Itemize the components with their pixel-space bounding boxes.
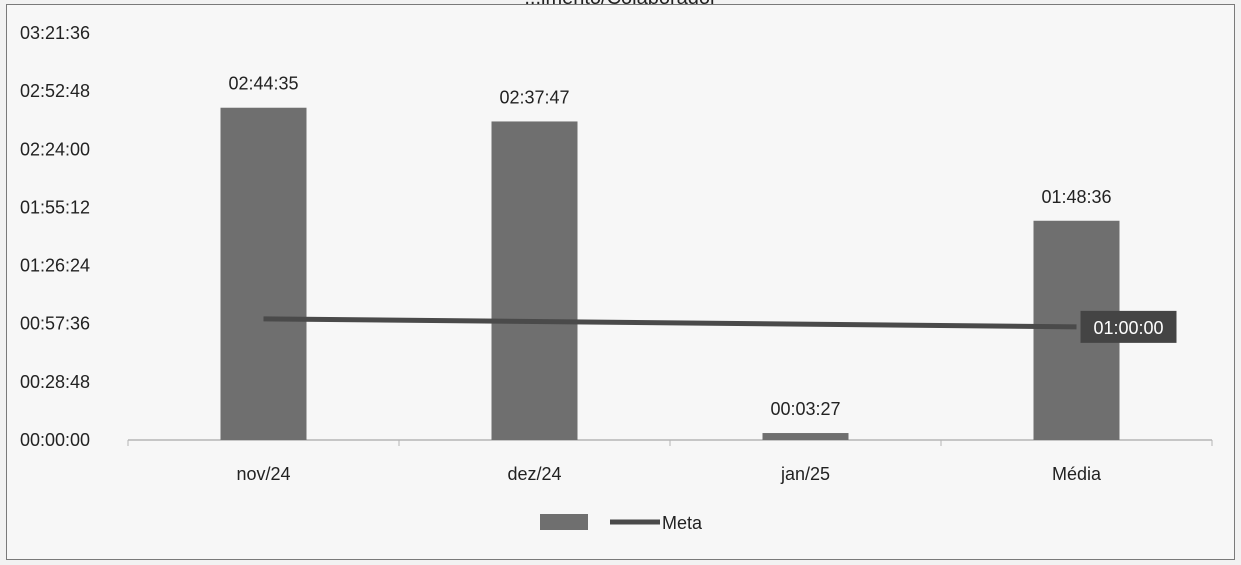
bar-value-label: 00:03:27	[770, 399, 840, 419]
y-tick-label: 00:00:00	[20, 430, 90, 450]
y-tick-label: 01:26:24	[20, 256, 90, 276]
legend-meta-label: Meta	[662, 513, 703, 533]
y-tick-label: 03:21:36	[20, 23, 90, 43]
x-category-label: Média	[1052, 464, 1102, 484]
y-tick-label: 00:57:36	[20, 314, 90, 334]
legend-bar-swatch	[540, 514, 588, 530]
x-category-label: dez/24	[507, 464, 561, 484]
y-tick-label: 00:28:48	[20, 372, 90, 392]
bar-value-label: 02:44:35	[228, 74, 298, 94]
y-tick-label: 02:24:00	[20, 139, 90, 159]
x-category-label: nov/24	[236, 464, 290, 484]
bar	[762, 433, 849, 440]
y-tick-label: 02:52:48	[20, 81, 90, 101]
meta-end-label: 01:00:00	[1093, 318, 1163, 338]
bar-value-label: 01:48:36	[1041, 187, 1111, 207]
meta-label-box	[1080, 310, 1177, 343]
bar-value-label: 02:37:47	[499, 87, 569, 107]
bar	[220, 107, 307, 440]
chart-frame: ...imento/Colaborador	[6, 0, 1235, 560]
chart-title-partial: ...imento/Colaborador	[7, 0, 1234, 10]
bar	[491, 121, 578, 441]
y-tick-label: 01:55:12	[20, 197, 90, 217]
meta-line	[263, 316, 1077, 330]
x-category-label: jan/25	[780, 464, 830, 484]
